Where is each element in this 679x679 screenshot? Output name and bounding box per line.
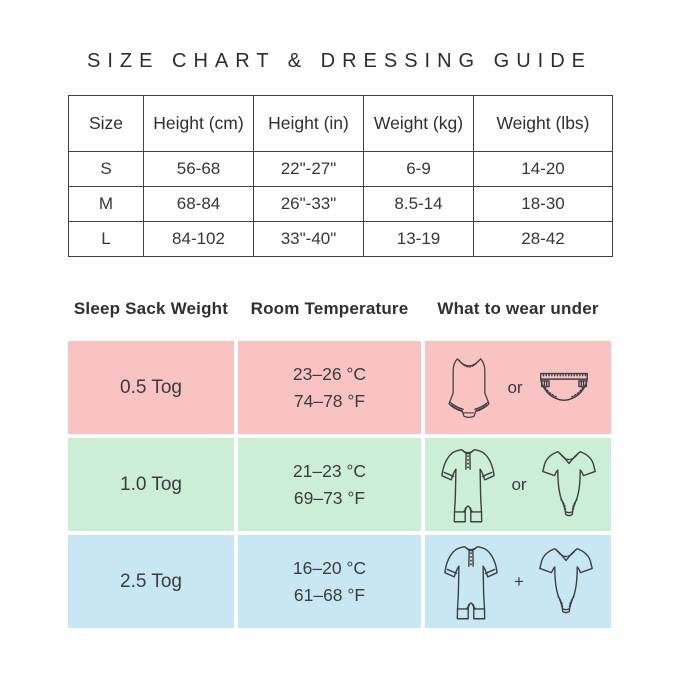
size-table-header-row: Size Height (cm) Height (in) Weight (kg)… (68, 95, 613, 152)
tog-label: 1.0 Tog (120, 473, 182, 495)
footed-romper-icon (441, 448, 496, 522)
size-table-header-size: Size (68, 95, 144, 152)
wear-cell: or (425, 341, 611, 434)
or-label: or (511, 474, 527, 494)
size-table: Size Height (cm) Height (in) Weight (kg)… (68, 95, 613, 257)
plus-label: + (514, 571, 524, 591)
temp-fahrenheit: 61–68 °F (293, 584, 366, 605)
temp-celsius: 16–20 °C (292, 557, 367, 578)
page-title: SIZE CHART & DRESSING GUIDE (87, 50, 592, 72)
table-cell: 28-42 (473, 221, 613, 257)
dressing-guide: 0.5 Tog 23–26 °C 74–78 °F or 1.0 Tog 21–… (68, 341, 611, 628)
temperature-cell: 23–26 °C 74–78 °F (238, 341, 421, 434)
diaper-icon (539, 372, 588, 402)
tog-cell: 1.0 Tog (68, 438, 234, 531)
or-label: or (507, 377, 523, 397)
tog-cell: 2.5 Tog (68, 535, 234, 628)
sleeveless-bodysuit-icon (448, 357, 491, 418)
table-cell: 68-84 (143, 186, 254, 222)
table-cell: M (68, 186, 144, 222)
table-cell: 13-19 (363, 221, 474, 257)
table-cell: 8.5-14 (363, 186, 474, 222)
table-cell: 22"-27" (253, 151, 364, 187)
footed-romper-icon (444, 545, 498, 619)
table-cell: 18-30 (473, 186, 613, 222)
temp-fahrenheit: 74–78 °F (293, 390, 366, 411)
table-cell: S (68, 151, 144, 187)
temperature-cell: 16–20 °C 61–68 °F (238, 535, 421, 628)
guide-header-room-temperature: Room Temperature (250, 299, 409, 318)
guide-header-sleep-sack-weight: Sleep Sack Weight (73, 299, 229, 318)
tog-label: 0.5 Tog (120, 376, 182, 398)
guide-header-what-to-wear-under: What to wear under (437, 299, 599, 318)
table-cell: 26"-33" (253, 186, 364, 222)
table-cell: 84-102 (143, 221, 254, 257)
table-cell: 56-68 (143, 151, 254, 187)
temp-celsius: 21–23 °C (292, 460, 367, 481)
table-cell: 14-20 (473, 151, 613, 187)
size-table-row-m: M 68-84 26"-33" 8.5-14 18-30 (68, 186, 613, 222)
size-table-row-s: S 56-68 22"-27" 6-9 14-20 (68, 151, 613, 187)
dressing-guide-headers: Sleep Sack Weight Room Temperature What … (68, 299, 611, 319)
table-cell: 33"-40" (253, 221, 364, 257)
temp-celsius: 23–26 °C (292, 363, 367, 384)
tog-cell: 0.5 Tog (68, 341, 234, 434)
temperature-cell: 21–23 °C 69–73 °F (238, 438, 421, 531)
table-cell: L (68, 221, 144, 257)
size-table-header-weight-lbs: Weight (lbs) (473, 95, 613, 152)
size-table-header-weight-kg: Weight (kg) (363, 95, 474, 152)
table-cell: 6-9 (363, 151, 474, 187)
size-table-header-height-cm: Height (cm) (143, 95, 254, 152)
tog-label: 2.5 Tog (120, 570, 182, 592)
wear-cell: + (425, 535, 611, 628)
bodysuit-icon (539, 548, 593, 614)
size-table-header-height-in: Height (in) (253, 95, 364, 152)
temp-fahrenheit: 69–73 °F (293, 487, 366, 508)
size-table-row-l: L 84-102 33"-40" 13-19 28-42 (68, 221, 613, 257)
wear-cell: or (425, 438, 611, 531)
bodysuit-icon (541, 451, 596, 517)
